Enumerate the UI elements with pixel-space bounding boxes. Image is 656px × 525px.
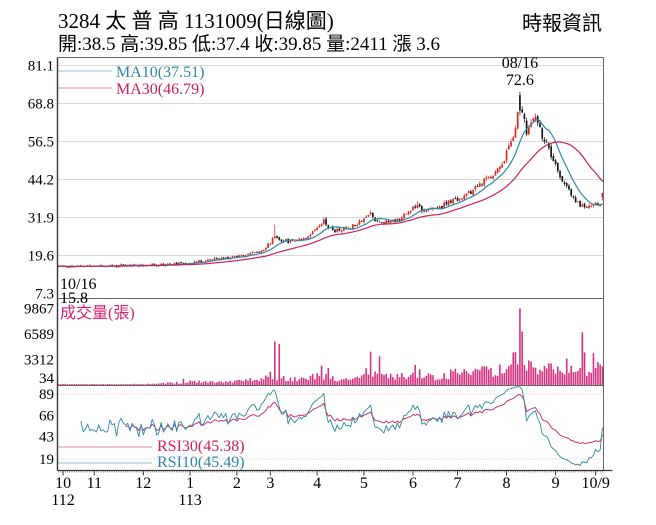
- svg-text:15.8: 15.8: [60, 290, 88, 307]
- svg-text:2: 2: [233, 475, 241, 492]
- axis-layer: [56, 57, 613, 476]
- svg-text:6: 6: [409, 475, 417, 492]
- svg-text:10/9: 10/9: [581, 475, 609, 492]
- svg-text:7: 7: [454, 475, 462, 492]
- svg-text:34: 34: [39, 371, 55, 387]
- svg-text:RSI30(45.38): RSI30(45.38): [157, 438, 245, 455]
- grid-layer: [57, 65, 604, 460]
- svg-text:44.2: 44.2: [28, 172, 54, 188]
- svg-text:9867: 9867: [24, 302, 55, 318]
- svg-text:3312: 3312: [24, 352, 54, 368]
- legend-layer: MA10(37.51)MA30(46.79) 成交量(張) RSI30(45.38)…: [58, 64, 245, 471]
- svg-text:3: 3: [266, 475, 274, 492]
- svg-text:43: 43: [39, 430, 54, 446]
- ma-lines: [57, 118, 604, 268]
- svg-text:68.8: 68.8: [28, 96, 54, 112]
- svg-text:MA30(46.79): MA30(46.79): [116, 81, 204, 98]
- svg-text:12: 12: [135, 475, 151, 492]
- quote-line: 開:38.5 高:39.85 低:37.4 收:39.85 量:2411 漲 3…: [58, 34, 440, 55]
- candlestick-layer: [57, 91, 604, 269]
- svg-text:7.3: 7.3: [35, 286, 54, 302]
- svg-text:56.5: 56.5: [28, 134, 54, 150]
- svg-text:19: 19: [39, 452, 54, 468]
- svg-text:1: 1: [186, 475, 194, 492]
- rsi-lines: [80, 386, 603, 467]
- svg-text:9: 9: [552, 475, 560, 492]
- data-source-label: 時報資訊: [522, 13, 602, 35]
- svg-text:成交量(張): 成交量(張): [60, 304, 135, 322]
- svg-text:66: 66: [39, 408, 55, 424]
- stock-title: 3284 太 普 高 1131009(日線圖): [58, 9, 334, 33]
- svg-text:19.6: 19.6: [28, 248, 55, 264]
- svg-text:10/16: 10/16: [60, 276, 96, 293]
- svg-text:MA10(37.51): MA10(37.51): [116, 64, 204, 81]
- svg-text:08/16: 08/16: [502, 55, 538, 72]
- svg-text:4: 4: [313, 475, 321, 492]
- svg-text:89: 89: [39, 387, 54, 403]
- svg-text:81.1: 81.1: [28, 59, 54, 75]
- svg-text:112: 112: [51, 492, 74, 509]
- svg-text:6589: 6589: [24, 327, 54, 343]
- svg-text:72.6: 72.6: [506, 72, 534, 89]
- svg-text:8: 8: [503, 475, 511, 492]
- volume-layer: [57, 308, 604, 385]
- svg-text:31.9: 31.9: [28, 210, 54, 226]
- svg-text:11: 11: [87, 475, 102, 492]
- tick-labels: 81.168.856.544.231.919.67.39867658933123…: [24, 59, 610, 510]
- svg-text:5: 5: [360, 475, 368, 492]
- svg-text:113: 113: [178, 492, 201, 509]
- svg-text:10: 10: [55, 475, 71, 492]
- svg-text:RSI10(45.49): RSI10(45.49): [157, 454, 245, 471]
